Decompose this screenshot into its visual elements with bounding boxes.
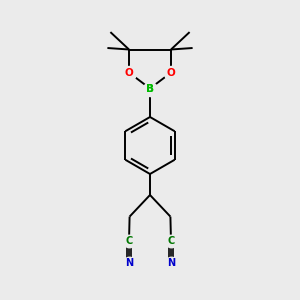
Text: O: O xyxy=(167,68,176,78)
Text: O: O xyxy=(167,68,176,78)
Text: O: O xyxy=(124,68,134,78)
Text: C: C xyxy=(167,236,175,246)
Text: B: B xyxy=(146,83,154,94)
Text: N: N xyxy=(167,258,175,268)
Text: B: B xyxy=(146,83,154,94)
Text: C: C xyxy=(125,236,133,246)
Text: O: O xyxy=(124,68,134,78)
Text: N: N xyxy=(125,258,133,268)
